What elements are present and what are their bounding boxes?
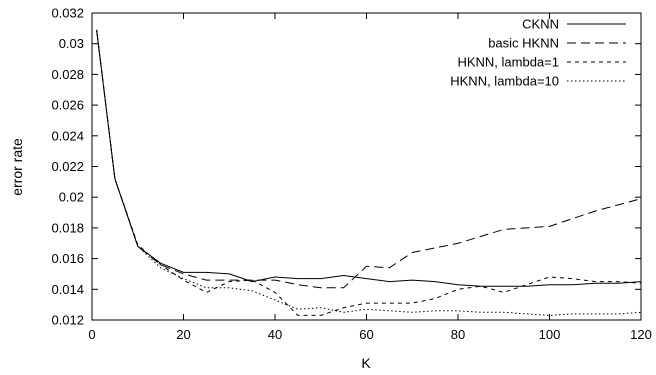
series-line-0 <box>96 29 642 287</box>
y-tick-label: 0.022 <box>51 159 84 174</box>
x-axis: 0 20 40 60 80 100 120 <box>88 13 652 342</box>
x-axis-title: K <box>361 355 371 371</box>
x-tick-label: 0 <box>88 327 95 342</box>
series-line-2 <box>96 29 642 316</box>
x-tick-label: 40 <box>268 327 282 342</box>
y-tick-label: 0.02 <box>59 190 84 205</box>
y-tick-label: 0.024 <box>51 128 84 143</box>
x-tick-label: 60 <box>359 327 373 342</box>
y-tick-label: 0.014 <box>51 282 84 297</box>
y-tick-label: 0.032 <box>51 6 84 21</box>
y-tick-label: 0.026 <box>51 98 84 113</box>
x-tick-label: 80 <box>451 327 465 342</box>
y-tick-label: 0.012 <box>51 313 84 328</box>
series-line-3 <box>96 29 642 316</box>
legend-label-1: basic HKNN <box>488 36 559 51</box>
y-tick-label: 0.028 <box>51 67 84 82</box>
y-axis: 0.012 0.014 0.016 0.018 0.02 0.022 0.024 0.026 0… <box>51 6 641 328</box>
y-axis-title: error rate <box>9 138 25 196</box>
y-tick-label: 0.03 <box>59 36 84 51</box>
y-tick-label: 0.018 <box>51 220 84 235</box>
y-tick-label: 0.016 <box>51 251 84 266</box>
legend-label-0: CKNN <box>522 17 559 32</box>
x-tick-label: 100 <box>539 327 561 342</box>
x-tick-label: 20 <box>176 327 190 342</box>
legend: CKNN basic HKNN HKNN, lambda=1 HKNN, lambda… <box>450 17 626 89</box>
legend-label-3: HKNN, lambda=10 <box>450 74 559 89</box>
legend-label-2: HKNN, lambda=1 <box>457 55 559 70</box>
series-layer <box>96 29 642 316</box>
series-line-1 <box>96 29 642 289</box>
x-tick-label: 120 <box>630 327 652 342</box>
